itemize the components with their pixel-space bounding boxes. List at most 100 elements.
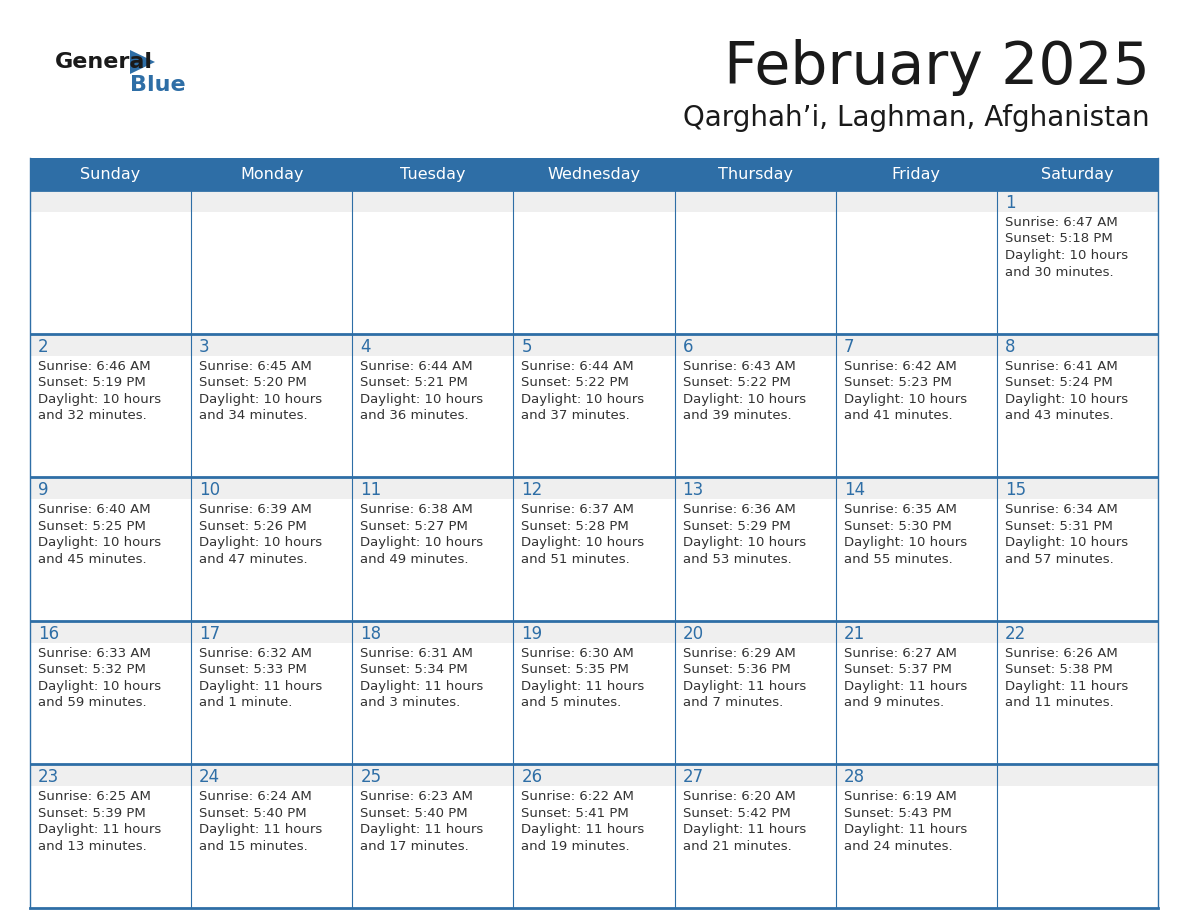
Bar xyxy=(835,212,997,333)
Text: 3: 3 xyxy=(200,338,210,355)
Bar xyxy=(353,333,513,477)
Text: Daylight: 11 hours: Daylight: 11 hours xyxy=(843,823,967,836)
Bar xyxy=(191,355,353,477)
Text: 25: 25 xyxy=(360,768,381,787)
Text: Sunrise: 6:41 AM: Sunrise: 6:41 AM xyxy=(1005,360,1118,373)
Text: Sunset: 5:27 PM: Sunset: 5:27 PM xyxy=(360,520,468,532)
Text: Sunset: 5:39 PM: Sunset: 5:39 PM xyxy=(38,807,146,820)
Bar xyxy=(30,355,191,477)
Text: Sunrise: 6:35 AM: Sunrise: 6:35 AM xyxy=(843,503,956,516)
Polygon shape xyxy=(129,50,154,74)
Text: Wednesday: Wednesday xyxy=(548,166,640,182)
Text: and 11 minutes.: and 11 minutes. xyxy=(1005,696,1113,710)
Text: Daylight: 11 hours: Daylight: 11 hours xyxy=(683,823,805,836)
Text: Sunrise: 6:47 AM: Sunrise: 6:47 AM xyxy=(1005,216,1118,229)
Bar xyxy=(835,643,997,765)
Text: Sunset: 5:28 PM: Sunset: 5:28 PM xyxy=(522,520,630,532)
Text: 6: 6 xyxy=(683,338,693,355)
Text: Sunday: Sunday xyxy=(81,166,140,182)
Text: Daylight: 10 hours: Daylight: 10 hours xyxy=(38,680,162,693)
Text: Sunrise: 6:36 AM: Sunrise: 6:36 AM xyxy=(683,503,795,516)
Bar xyxy=(353,355,513,477)
Bar xyxy=(835,787,997,908)
Bar xyxy=(835,499,997,621)
Text: Daylight: 10 hours: Daylight: 10 hours xyxy=(522,536,645,549)
Bar xyxy=(191,333,353,477)
Text: Daylight: 10 hours: Daylight: 10 hours xyxy=(38,536,162,549)
Text: 26: 26 xyxy=(522,768,543,787)
Text: Sunset: 5:38 PM: Sunset: 5:38 PM xyxy=(1005,664,1113,677)
Text: Sunset: 5:32 PM: Sunset: 5:32 PM xyxy=(38,664,146,677)
Text: Daylight: 10 hours: Daylight: 10 hours xyxy=(1005,536,1127,549)
Bar xyxy=(513,643,675,765)
Bar xyxy=(997,477,1158,621)
Text: Sunset: 5:25 PM: Sunset: 5:25 PM xyxy=(38,520,146,532)
Text: Sunset: 5:26 PM: Sunset: 5:26 PM xyxy=(200,520,307,532)
Bar xyxy=(513,190,675,333)
Text: 20: 20 xyxy=(683,625,703,643)
Bar xyxy=(997,621,1158,765)
Bar xyxy=(675,190,835,333)
Bar xyxy=(353,787,513,908)
Text: Sunset: 5:20 PM: Sunset: 5:20 PM xyxy=(200,376,307,389)
Bar xyxy=(835,621,997,765)
Bar xyxy=(513,787,675,908)
Text: 27: 27 xyxy=(683,768,703,787)
Text: Sunset: 5:19 PM: Sunset: 5:19 PM xyxy=(38,376,146,389)
Text: 11: 11 xyxy=(360,481,381,499)
Text: Tuesday: Tuesday xyxy=(400,166,466,182)
Text: 8: 8 xyxy=(1005,338,1016,355)
Text: Sunrise: 6:46 AM: Sunrise: 6:46 AM xyxy=(38,360,151,373)
Text: Blue: Blue xyxy=(129,75,185,95)
Text: Daylight: 10 hours: Daylight: 10 hours xyxy=(360,536,484,549)
Bar xyxy=(30,477,191,621)
Text: Sunset: 5:29 PM: Sunset: 5:29 PM xyxy=(683,520,790,532)
Text: and 51 minutes.: and 51 minutes. xyxy=(522,553,630,565)
Text: Daylight: 10 hours: Daylight: 10 hours xyxy=(38,393,162,406)
Bar xyxy=(30,621,191,765)
Text: Sunset: 5:22 PM: Sunset: 5:22 PM xyxy=(522,376,630,389)
Bar xyxy=(191,765,353,908)
Text: and 24 minutes.: and 24 minutes. xyxy=(843,840,953,853)
Bar xyxy=(997,787,1158,908)
Text: Daylight: 11 hours: Daylight: 11 hours xyxy=(683,680,805,693)
Text: Sunrise: 6:22 AM: Sunrise: 6:22 AM xyxy=(522,790,634,803)
Bar xyxy=(997,355,1158,477)
Text: 17: 17 xyxy=(200,625,220,643)
Bar xyxy=(997,212,1158,333)
Text: and 21 minutes.: and 21 minutes. xyxy=(683,840,791,853)
Text: Daylight: 11 hours: Daylight: 11 hours xyxy=(843,680,967,693)
Bar xyxy=(513,765,675,908)
Bar xyxy=(353,765,513,908)
Text: Sunrise: 6:26 AM: Sunrise: 6:26 AM xyxy=(1005,647,1118,660)
Text: General: General xyxy=(55,52,153,72)
Text: 12: 12 xyxy=(522,481,543,499)
Text: Daylight: 11 hours: Daylight: 11 hours xyxy=(200,680,322,693)
Bar xyxy=(997,333,1158,477)
Text: Sunset: 5:33 PM: Sunset: 5:33 PM xyxy=(200,664,307,677)
Text: Sunset: 5:40 PM: Sunset: 5:40 PM xyxy=(360,807,468,820)
Bar xyxy=(513,212,675,333)
Text: 14: 14 xyxy=(843,481,865,499)
Text: Sunrise: 6:44 AM: Sunrise: 6:44 AM xyxy=(522,360,634,373)
Text: and 5 minutes.: and 5 minutes. xyxy=(522,696,621,710)
Text: Sunset: 5:36 PM: Sunset: 5:36 PM xyxy=(683,664,790,677)
Bar xyxy=(997,643,1158,765)
Text: and 9 minutes.: and 9 minutes. xyxy=(843,696,943,710)
Text: and 47 minutes.: and 47 minutes. xyxy=(200,553,308,565)
Bar xyxy=(675,333,835,477)
Text: Daylight: 10 hours: Daylight: 10 hours xyxy=(200,536,322,549)
Bar xyxy=(997,499,1158,621)
Bar xyxy=(675,643,835,765)
Text: Sunset: 5:18 PM: Sunset: 5:18 PM xyxy=(1005,232,1113,245)
Text: Daylight: 10 hours: Daylight: 10 hours xyxy=(683,536,805,549)
Text: and 30 minutes.: and 30 minutes. xyxy=(1005,265,1113,278)
Bar xyxy=(191,621,353,765)
Bar xyxy=(30,158,1158,190)
Text: Sunrise: 6:30 AM: Sunrise: 6:30 AM xyxy=(522,647,634,660)
Bar xyxy=(513,621,675,765)
Text: and 13 minutes.: and 13 minutes. xyxy=(38,840,147,853)
Text: Sunrise: 6:24 AM: Sunrise: 6:24 AM xyxy=(200,790,312,803)
Text: and 39 minutes.: and 39 minutes. xyxy=(683,409,791,422)
Text: Sunrise: 6:33 AM: Sunrise: 6:33 AM xyxy=(38,647,151,660)
